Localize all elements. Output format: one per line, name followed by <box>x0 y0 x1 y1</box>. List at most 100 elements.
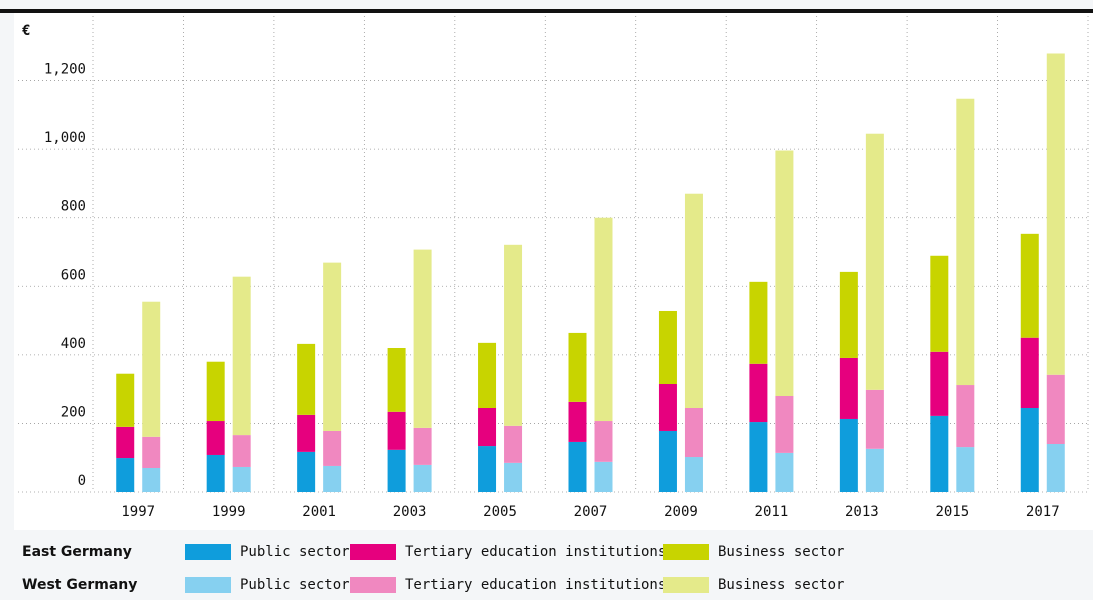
bar-segment <box>930 351 949 416</box>
bar-segment <box>206 454 225 492</box>
x-tick-label: 1999 <box>212 504 246 520</box>
legend-label: Tertiary education institutions <box>405 577 666 593</box>
bar-segment <box>749 363 768 423</box>
x-tick-label: 2007 <box>574 504 608 520</box>
bar-segment <box>749 422 768 492</box>
x-tick-label: 2003 <box>393 504 427 520</box>
bar-segment <box>323 262 342 431</box>
y-unit: € <box>22 23 30 39</box>
bar-segment <box>658 310 677 384</box>
bar-segment <box>1046 374 1065 444</box>
bar-segment <box>775 452 794 492</box>
bar-segment <box>956 447 975 492</box>
bar-segment <box>413 249 432 428</box>
bar-segment <box>297 343 316 415</box>
bar-segment <box>1046 53 1065 375</box>
bar-segment <box>116 426 135 459</box>
x-tick-label: 2017 <box>1026 504 1060 520</box>
legend-swatch <box>185 577 231 593</box>
bar-segment <box>839 418 858 492</box>
bar-segment <box>1020 408 1039 492</box>
bar-segment <box>142 301 161 437</box>
bar-segment <box>684 457 703 492</box>
legend-label: Business sector <box>718 577 844 593</box>
bar-segment <box>684 193 703 408</box>
bar-segment <box>116 458 135 492</box>
bar-segment <box>387 411 406 450</box>
bar-segment <box>232 435 251 467</box>
bar-segment <box>839 271 858 358</box>
bar-segment <box>504 462 523 492</box>
bar-segment <box>775 396 794 453</box>
y-tick-label: 200 <box>61 404 86 420</box>
x-tick-label: 2015 <box>935 504 969 520</box>
legend-swatch <box>350 544 396 560</box>
bar-segment <box>387 449 406 492</box>
bar-segment <box>865 389 884 449</box>
legend-group-label: West Germany <box>22 577 137 593</box>
y-tick-label: 600 <box>61 267 86 283</box>
bar-segment <box>930 415 949 492</box>
y-tick-label: 800 <box>61 199 86 215</box>
bar-segment <box>413 464 432 492</box>
bar-segment <box>1020 337 1039 408</box>
x-tick-label: 2011 <box>755 504 789 520</box>
x-tick-label: 2013 <box>845 504 879 520</box>
y-tick-label: 1,000 <box>44 130 86 146</box>
bar-segment <box>594 217 613 422</box>
bar-segment <box>568 401 587 442</box>
bar-segment <box>568 332 587 402</box>
bar-segment <box>478 446 497 492</box>
bar-segment <box>1020 233 1039 338</box>
y-tick-label: 0 <box>78 473 86 489</box>
bar-segment <box>297 414 316 452</box>
bar-segment <box>387 348 406 412</box>
bar-segment <box>116 373 135 427</box>
bar-segment <box>594 421 613 462</box>
bar-segment <box>413 427 432 465</box>
bar-segment <box>865 133 884 390</box>
legend-swatch <box>663 544 709 560</box>
legend-label: Business sector <box>718 544 844 560</box>
bar-segment <box>142 468 161 492</box>
bar-segment <box>142 436 161 468</box>
bar-segment <box>865 448 884 492</box>
bar-segment <box>749 281 768 364</box>
bar-segment <box>594 461 613 492</box>
bar-segment <box>297 451 316 492</box>
legend-label: Tertiary education institutions <box>405 544 666 560</box>
legend-label: Public sector <box>240 577 350 593</box>
bar-segment <box>504 244 523 426</box>
bar-segment <box>478 408 497 447</box>
legend-swatch <box>185 544 231 560</box>
bar-segment <box>658 430 677 492</box>
y-tick-label: 400 <box>61 336 86 352</box>
bar-segment <box>1046 444 1065 492</box>
x-tick-label: 1997 <box>121 504 155 520</box>
bar-segment <box>323 465 342 492</box>
bar-segment <box>658 384 677 431</box>
bar-segment <box>232 466 251 492</box>
bar-segment <box>684 408 703 458</box>
y-tick-label: 1,200 <box>44 62 86 78</box>
legend-swatch <box>663 577 709 593</box>
bar-segment <box>568 441 587 492</box>
legend-label: Public sector <box>240 544 350 560</box>
bar-segment <box>478 342 497 408</box>
bar-segment <box>956 98 975 386</box>
top-rule <box>0 9 1093 13</box>
legend-group-label: East Germany <box>22 544 132 560</box>
legend-swatch <box>350 577 396 593</box>
plot-background <box>14 10 1093 530</box>
bar-segment <box>930 255 949 352</box>
x-tick-label: 2009 <box>664 504 698 520</box>
bar-segment <box>839 357 858 419</box>
bar-segment <box>323 430 342 466</box>
bar-segment <box>206 361 225 422</box>
bar-segment <box>232 276 251 436</box>
bar-segment <box>775 150 794 396</box>
bar-segment <box>206 421 225 455</box>
bar-segment <box>504 425 523 463</box>
x-tick-label: 2005 <box>483 504 517 520</box>
